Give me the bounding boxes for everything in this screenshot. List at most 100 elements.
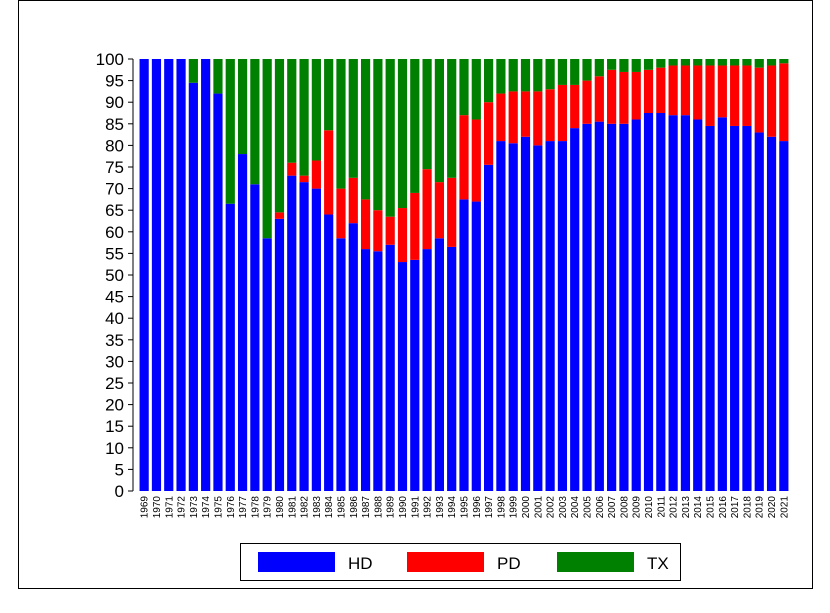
bar-segment [754,59,764,68]
bar-segment [594,76,604,122]
bar-segment [533,145,543,491]
bar-segment [680,115,691,491]
bar-segment [434,238,444,491]
bar-segment [274,59,285,213]
bar-segment [631,59,641,72]
bar-segment [779,141,789,491]
bar-segment [188,59,198,83]
bar-segment [607,123,617,492]
bar-segment [336,238,346,491]
bar-segment [680,65,691,116]
bar-segment [311,160,321,189]
bar-segment [422,249,432,491]
bar-segment [705,59,715,66]
bar-segment [607,59,617,70]
bar-segment [348,223,358,491]
bar-segment [397,59,408,209]
bar-segment [693,59,703,66]
y-tick-label: 70 [105,180,124,199]
y-tick-label: 80 [105,136,124,155]
x-tick-label: 1993 [435,496,446,519]
bar-segment [250,184,260,491]
y-tick-label: 100 [96,50,124,69]
bar-segment [680,59,691,66]
bar-segment [484,59,494,103]
bar-segment [422,59,432,170]
x-tick-label: 2001 [533,496,544,519]
x-tick-label: 1999 [509,496,520,519]
y-tick-label: 20 [105,396,124,415]
x-tick-label: 1991 [410,496,421,519]
bar-segment [730,65,740,126]
bar-segment [717,65,727,118]
bar-segment [410,59,420,193]
bar-segment [188,82,198,491]
legend-label: PD [497,554,521,573]
bar-segment [164,59,174,491]
bar-segment [360,59,371,200]
bar-segment [496,141,506,491]
x-tick-label: 1977 [238,496,249,519]
bar-segment [545,141,555,491]
bar-segment [360,199,371,250]
x-tick-label: 2004 [570,496,581,519]
y-tick-label: 50 [105,266,124,285]
bar-segment [693,65,703,120]
bar-segment [484,102,494,165]
bar-segment [201,59,211,491]
bar-segment [533,91,543,146]
bar-segment [742,65,752,126]
y-tick-label: 95 [105,72,124,91]
bar-segment [225,203,235,491]
bar-segment [459,115,469,200]
bar-segment [484,164,494,491]
bar-segment [299,182,309,491]
bar-segment [594,121,604,491]
bar-segment [336,59,346,189]
bar-segment [570,128,580,491]
bar-segment [705,65,715,126]
x-tick-label: 1995 [460,496,471,519]
bar-segment [262,238,272,491]
x-tick-label: 1988 [373,496,384,519]
bar-segment [643,59,654,70]
x-tick-label: 1974 [201,496,212,519]
x-tick-label: 2011 [656,496,667,518]
bar-segment [287,175,297,491]
bar-segment [582,59,592,81]
x-tick-label: 1989 [386,496,397,519]
y-tick-label: 10 [105,439,124,458]
x-tick-label: 1979 [263,496,274,519]
y-tick-label: 35 [105,331,124,350]
bar-segment [434,182,444,239]
bar-segment [717,59,727,66]
y-tick-label: 30 [105,352,124,371]
bar-segment [373,251,383,491]
bar-segment [459,59,469,116]
x-tick-label: 1997 [484,496,495,519]
bar-segment [176,59,186,491]
bar-segment [766,59,777,66]
x-tick-label: 1971 [164,496,175,519]
x-tick-label: 1994 [447,496,458,519]
bar-segment [262,59,272,239]
bar-segment [471,59,481,120]
bar-segment [520,91,531,137]
y-tick-label: 65 [105,201,124,220]
bar-segment [385,59,395,217]
bar-segment [742,125,752,492]
legend-swatch [258,552,335,572]
x-tick-label: 2000 [521,496,532,519]
bar-segment [557,59,568,85]
x-tick-label: 2013 [681,496,692,519]
bar-segment [324,130,334,215]
bar-segment [643,69,654,113]
bar-segment [582,80,592,124]
bar-segment [508,91,518,144]
x-tick-label: 2007 [607,496,618,519]
x-tick-label: 1980 [275,496,286,519]
bar-segment [397,208,408,263]
bar-segment [422,169,432,250]
bar-segment [766,65,777,137]
